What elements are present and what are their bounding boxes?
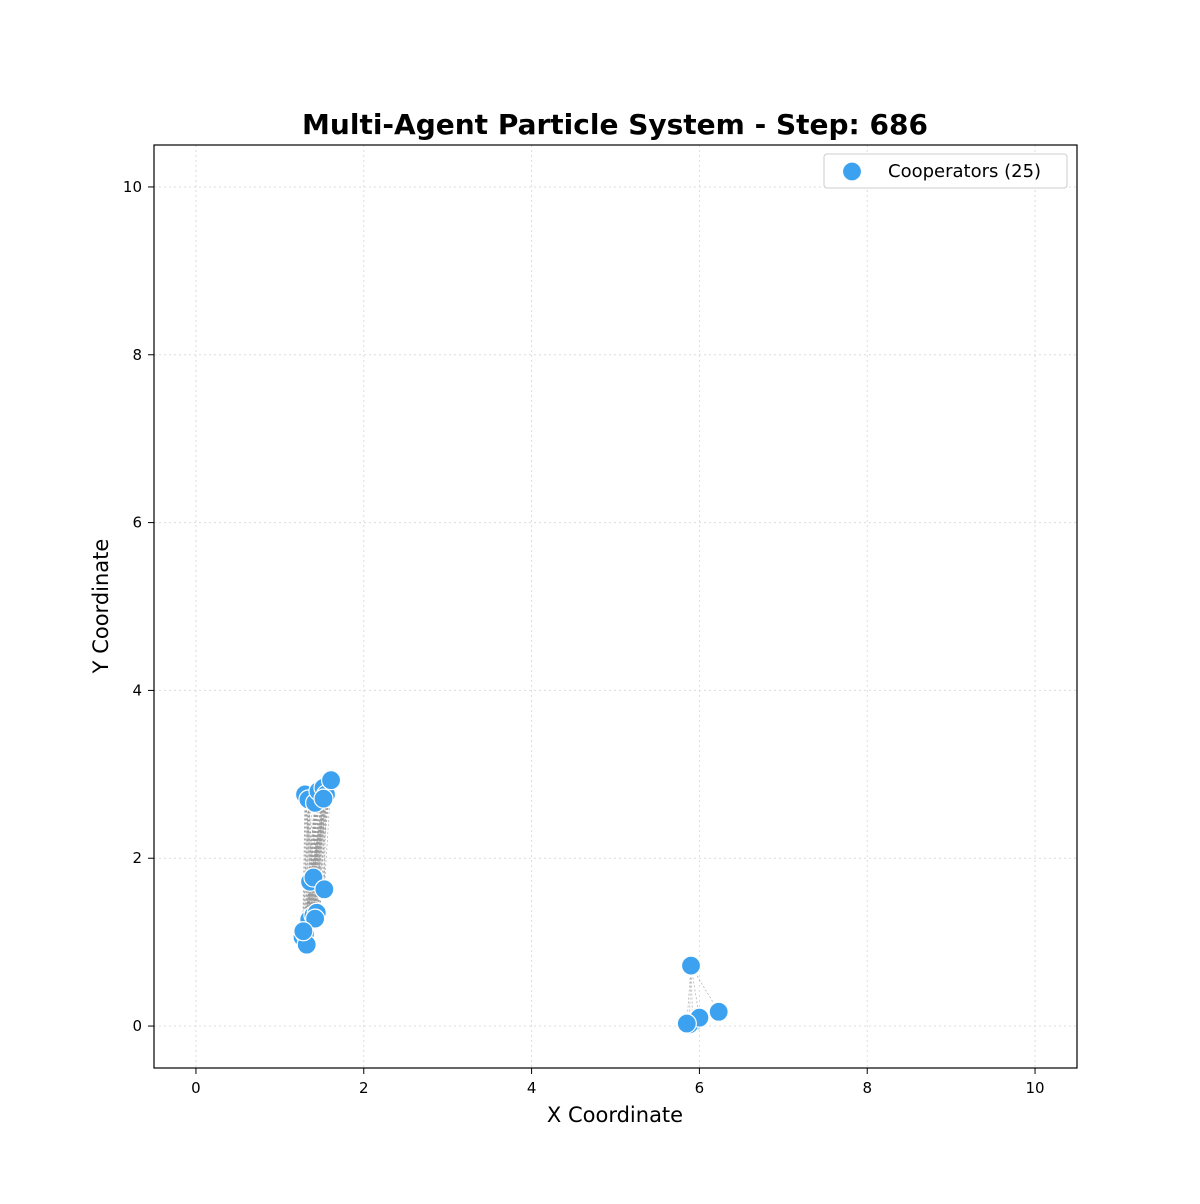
y-tick-label: 0 (132, 1017, 142, 1035)
x-axis-ticks: 0 2 4 6 8 10 (191, 1068, 1045, 1097)
y-tick-label: 2 (132, 849, 142, 867)
y-axis-ticks: 0 2 4 6 8 10 (123, 178, 154, 1035)
legend-label: Cooperators (25) (888, 161, 1041, 182)
data-points (292, 770, 729, 1035)
connection-line (314, 794, 327, 919)
cooperator-point (313, 788, 334, 809)
cooperator-point (320, 770, 342, 791)
connection-line (304, 794, 316, 919)
x-tick-label: 2 (359, 1079, 369, 1097)
grid (154, 145, 1077, 1068)
legend-marker (841, 161, 863, 182)
cooperator-point (680, 955, 702, 976)
plot-frame (153, 144, 1078, 1069)
y-tick-label: 8 (132, 346, 142, 364)
x-tick-label: 0 (191, 1079, 201, 1097)
connection-line (303, 799, 309, 932)
cooperator-point (293, 921, 314, 942)
x-tick-label: 4 (527, 1079, 537, 1097)
x-tick-label: 6 (695, 1079, 705, 1097)
cooperator-point (708, 1001, 729, 1022)
connection-line (314, 798, 324, 919)
cooperator-point (305, 908, 326, 929)
connection-line (313, 798, 324, 916)
connection-line (308, 780, 332, 920)
chart-title: Multi-Agent Particle System - Step: 686 (302, 108, 928, 141)
legend: Cooperators (25) (823, 153, 1068, 189)
y-tick-label: 4 (132, 681, 142, 699)
cooperator-point (314, 879, 335, 900)
connection-line (303, 802, 316, 932)
y-tick-label: 6 (132, 514, 142, 532)
x-axis-label: X Coordinate (547, 1103, 683, 1127)
y-tick-label: 10 (123, 178, 142, 196)
legend-box (823, 153, 1068, 189)
connection-line (303, 791, 319, 932)
x-tick-label: 10 (1025, 1079, 1044, 1097)
cooperator-point (676, 1013, 697, 1034)
connection-line (313, 877, 316, 919)
x-tick-label: 8 (862, 1079, 872, 1097)
y-axis-label: Y Coordinate (89, 539, 113, 675)
